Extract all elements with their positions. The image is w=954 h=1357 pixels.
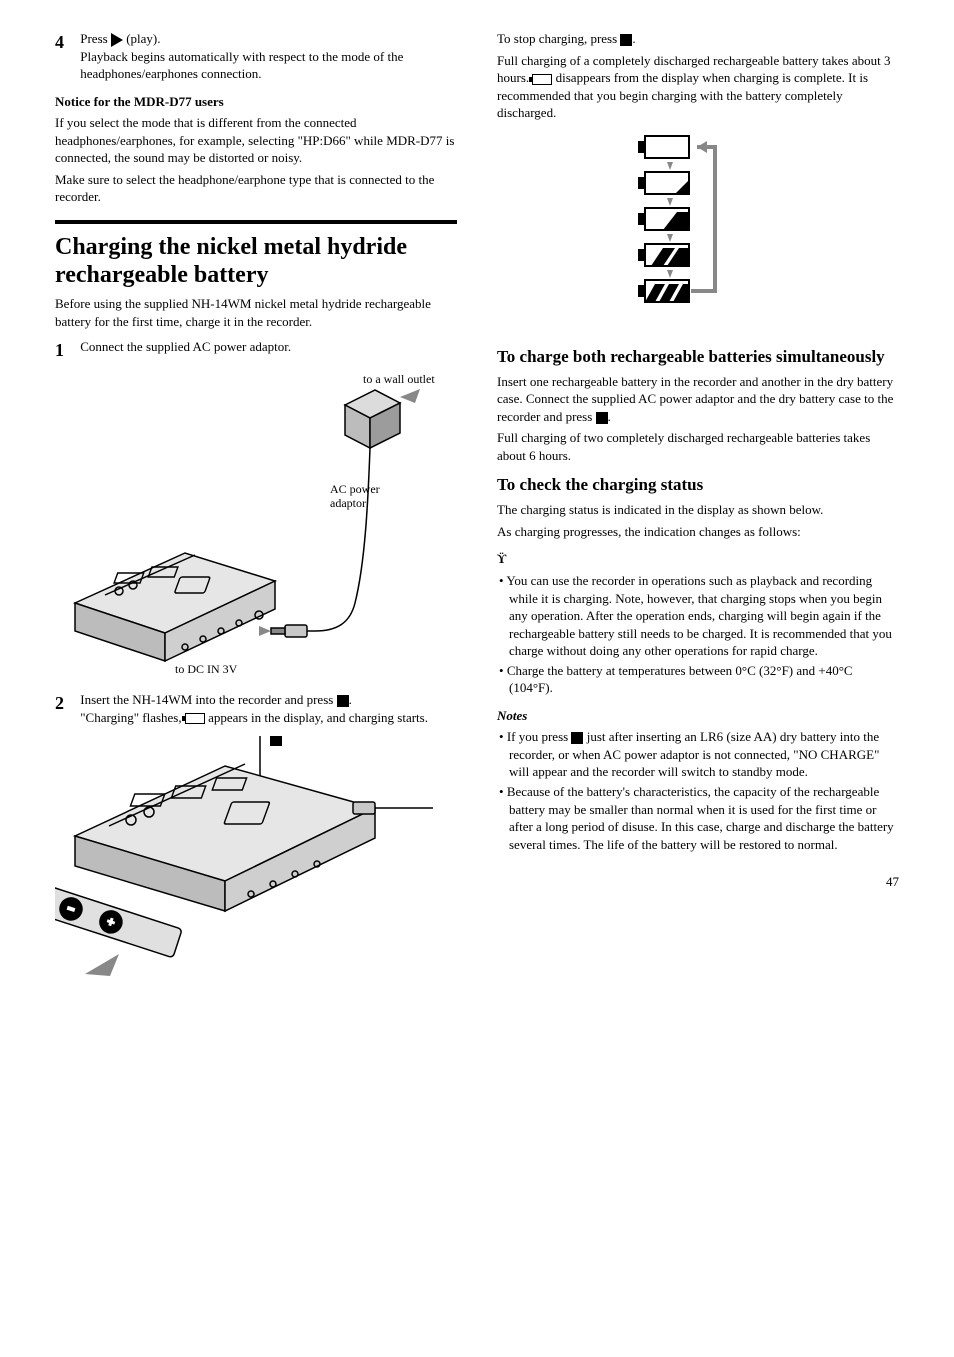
battery-icon <box>532 74 552 85</box>
r-p2b: disappears from the display when chargin… <box>497 70 868 120</box>
page-number: 47 <box>497 873 899 891</box>
right-column: To stop charging, press . Full charging … <box>497 30 899 1005</box>
charge-step2-line2a: "Charging" flashes, <box>80 710 185 725</box>
note-2: • Because of the battery's characteristi… <box>497 783 899 853</box>
left-column: 4 Press (play). Playback begins automati… <box>55 30 457 1005</box>
section-separator <box>55 220 457 224</box>
label-adaptor-2: adaptor <box>330 496 366 510</box>
notice-p1: If you select the mode that is different… <box>55 114 457 167</box>
r-p1b: . <box>632 31 635 46</box>
r-p3: Insert one rechargeable battery in the r… <box>497 374 893 424</box>
step-number: 2 <box>55 691 77 715</box>
diagram-charge-progress <box>637 132 899 332</box>
notice-heading: Notice for the MDR-D77 users <box>55 94 224 109</box>
svg-text:AC power adaptor: AC power adaptor <box>330 482 383 510</box>
r-p3b: . <box>608 409 611 424</box>
step-4: 4 Press (play). Playback begins automati… <box>55 30 457 83</box>
stop-icon <box>337 695 349 707</box>
notes-heading: Notes <box>497 708 527 723</box>
charge-step1: Connect the supplied AC power adaptor. <box>80 338 456 356</box>
r-p6: As charging progresses, the indication c… <box>497 523 899 541</box>
step-number: 1 <box>55 338 77 362</box>
tip-symbol: ϔ <box>497 550 899 568</box>
label-to-wall: to a wall outlet <box>363 373 435 386</box>
r-p4: Full charging of two completely discharg… <box>497 429 899 464</box>
r-p5: The charging status is indicated in the … <box>497 501 899 519</box>
stop-icon <box>596 412 608 424</box>
label-dcin: to DC IN 3V <box>175 662 238 673</box>
charge-step2-line2b: appears in the display, and charging sta… <box>205 710 428 725</box>
charge-intro: Before using the supplied NH-14WM nickel… <box>55 295 457 330</box>
subheading-check-status: To check the charging status <box>497 474 899 497</box>
step4-line2: Playback begins automatically with respe… <box>80 49 403 82</box>
diagram-ac-adaptor: to a wall outlet AC power adaptor to DC … <box>55 373 457 678</box>
step4-text-pre: Press <box>80 31 111 46</box>
label-adaptor-1: AC power <box>330 482 380 496</box>
tip-2: • Charge the battery at temperatures bet… <box>497 662 899 697</box>
stop-icon <box>620 34 632 46</box>
charge-step2-a: Insert the NH-14WM into the recorder and… <box>80 692 336 707</box>
play-icon <box>111 33 123 47</box>
stop-icon <box>571 732 583 744</box>
step4-text-post: (play). <box>123 31 161 46</box>
battery-icon <box>185 713 205 724</box>
section-heading: Charging the nickel metal hydride rechar… <box>55 234 457 289</box>
charge-step2-b: . <box>349 692 352 707</box>
note-1: • If you press just after inserting an L… <box>497 728 899 781</box>
subheading-charge-both: To charge both rechargeable batteries si… <box>497 346 899 369</box>
step-number: 4 <box>55 30 77 54</box>
notice-p2: Make sure to select the headphone/earpho… <box>55 171 457 206</box>
tip-1: • You can use the recorder in operations… <box>497 572 899 660</box>
diagram-insert-battery <box>55 736 457 991</box>
r-p1a: To stop charging, press <box>497 31 620 46</box>
